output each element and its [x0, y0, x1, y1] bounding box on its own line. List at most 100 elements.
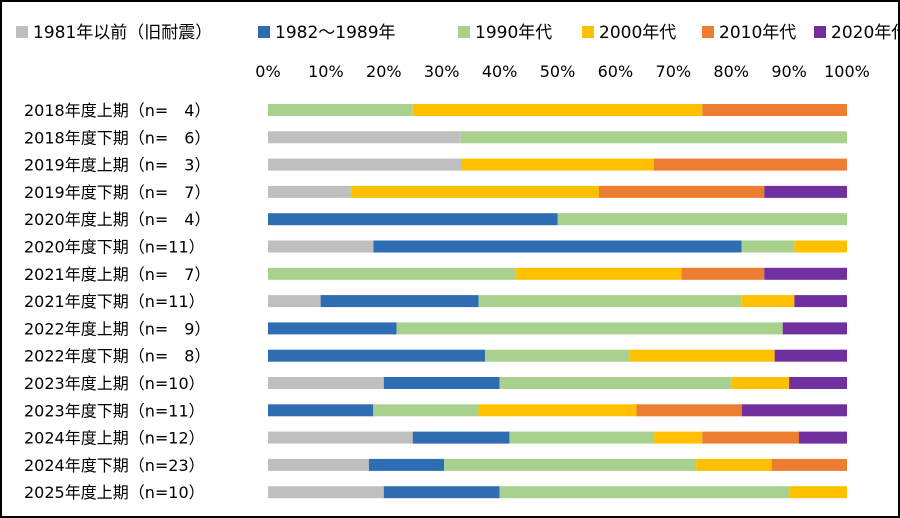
bar-segment-r7-s5	[794, 295, 847, 308]
category-label-9: 2022年度下期（n= 8）	[24, 347, 210, 366]
bar-segment-r12-s3	[654, 431, 703, 444]
bar-segment-r14-s3	[789, 486, 847, 499]
bar-segment-r12-s5	[798, 431, 847, 444]
bar-segment-r13-s4	[771, 458, 847, 471]
bar-segment-r2-s3	[461, 158, 654, 171]
bar-segment-r10-s1	[383, 377, 500, 389]
bar-segment-r14-s1	[383, 486, 500, 499]
bar-segment-r12-s2	[509, 431, 655, 444]
category-label-8: 2022年度上期（n= 9）	[24, 319, 210, 338]
category-label-1: 2018年度下期（n= 6）	[24, 128, 210, 147]
category-label-10: 2023年度上期（n=10）	[24, 374, 205, 393]
legend-label-2: 1990年代	[475, 23, 552, 43]
bar-segment-r7-s2	[478, 295, 742, 308]
bars	[268, 104, 847, 499]
bar-segment-r6-s2	[268, 267, 517, 280]
x-tick-label-3: 30%	[424, 62, 460, 81]
bar-segment-r8-s1	[268, 322, 397, 335]
bar-segment-r3-s4	[598, 185, 765, 198]
bar-segment-r10-s3	[731, 377, 790, 389]
legend-swatch-5	[814, 26, 826, 38]
x-tick-label-9: 90%	[771, 62, 807, 81]
bar-segment-r13-s1	[368, 458, 445, 471]
bar-segment-r5-s1	[373, 240, 742, 253]
legend-swatch-2	[458, 26, 470, 38]
bar-segment-r11-s4	[636, 404, 742, 417]
category-label-2: 2019年度上期（n= 3）	[24, 156, 210, 175]
bar-segment-r6-s5	[764, 267, 847, 280]
bar-segment-r9-s3	[629, 349, 775, 362]
bar-segment-r9-s2	[485, 349, 630, 362]
legend-label-3: 2000年代	[599, 23, 676, 43]
x-tick-label-1: 10%	[308, 62, 344, 81]
bar-segment-r9-s1	[268, 349, 486, 362]
legend-label-4: 2010年代	[719, 23, 796, 43]
bar-segment-r2-s0	[268, 158, 461, 171]
bar-segment-r5-s0	[268, 240, 374, 253]
category-label-7: 2021年度下期（n=11）	[24, 292, 205, 311]
bar-segment-r12-s0	[268, 431, 413, 444]
x-tick-label-2: 20%	[366, 62, 402, 81]
category-label-12: 2024年度上期（n=12）	[24, 429, 205, 448]
legend-swatch-0	[16, 26, 28, 38]
bar-segment-r14-s2	[499, 486, 790, 499]
x-axis-ticks: 0% 10% 20% 30% 40% 50% 60% 70% 80% 90% 100%	[255, 62, 870, 81]
bar-segment-r0-s3	[412, 104, 703, 116]
bar-segment-r11-s1	[268, 404, 374, 417]
category-labels: 2018年度上期（n= 4） 2018年度下期（n= 6） 2019年度上期（n= …	[24, 101, 210, 502]
x-tick-label-5: 50%	[540, 62, 576, 81]
x-tick-label-6: 60%	[598, 62, 634, 81]
x-tick-label-7: 70%	[656, 62, 692, 81]
bar-segment-r3-s0	[268, 185, 351, 198]
legend-swatch-4	[702, 26, 714, 38]
category-label-4: 2020年度上期（n= 4）	[24, 210, 210, 229]
bar-segment-r14-s0	[268, 486, 384, 499]
x-tick-label-0: 0%	[255, 62, 280, 81]
category-label-5: 2020年度下期（n=11）	[24, 238, 205, 257]
bar-segment-r0-s2	[268, 104, 413, 116]
category-label-3: 2019年度下期（n= 7）	[24, 183, 210, 202]
bar-segment-r5-s3	[794, 240, 847, 253]
bar-segment-r13-s3	[696, 458, 772, 471]
category-label-11: 2023年度下期（n=11）	[24, 401, 205, 420]
bar-segment-r13-s2	[444, 458, 697, 471]
x-tick-label-8: 80%	[713, 62, 749, 81]
x-tick-label-4: 40%	[482, 62, 518, 81]
bar-segment-r13-s0	[268, 458, 369, 471]
bar-segment-r5-s2	[741, 240, 795, 253]
bar-segment-r11-s3	[478, 404, 637, 417]
bar-segment-r4-s2	[557, 213, 847, 226]
legend-label-5: 2020年代	[831, 23, 898, 43]
bar-segment-r1-s2	[460, 131, 847, 144]
bar-segment-r1-s0	[268, 131, 461, 144]
legend: 1981年以前（旧耐震） 1982～1989年 1990年代 2000年代 2010年代…	[16, 23, 898, 43]
category-label-13: 2024年度下期（n=23）	[24, 456, 205, 475]
bar-segment-r6-s3	[516, 267, 682, 280]
bar-segment-r6-s4	[681, 267, 765, 280]
bar-segment-r4-s1	[268, 213, 558, 226]
category-label-14: 2025年度上期（n=10）	[24, 483, 205, 502]
bar-segment-r10-s0	[268, 377, 384, 389]
bar-segment-r0-s4	[702, 104, 847, 116]
legend-swatch-3	[582, 26, 594, 38]
bar-segment-r3-s5	[764, 185, 847, 198]
bar-segment-r12-s1	[412, 431, 510, 444]
bar-segment-r11-s5	[741, 404, 847, 417]
legend-label-0: 1981年以前（旧耐震）	[33, 23, 212, 43]
legend-label-1: 1982～1989年	[275, 23, 396, 43]
bar-segment-r11-s2	[373, 404, 479, 417]
bar-segment-r7-s3	[741, 295, 795, 308]
bar-segment-r8-s5	[782, 322, 847, 335]
legend-swatch-1	[258, 26, 270, 38]
bar-segment-r12-s4	[702, 431, 799, 444]
bar-segment-r8-s2	[396, 322, 783, 335]
category-label-0: 2018年度上期（n= 4）	[24, 101, 210, 120]
bar-segment-r7-s1	[320, 295, 479, 308]
bar-segment-r10-s5	[789, 377, 847, 389]
bar-segment-r2-s4	[654, 158, 847, 171]
bar-segment-r10-s2	[499, 377, 732, 389]
bar-segment-r9-s5	[774, 349, 847, 362]
category-label-6: 2021年度上期（n= 7）	[24, 265, 210, 284]
